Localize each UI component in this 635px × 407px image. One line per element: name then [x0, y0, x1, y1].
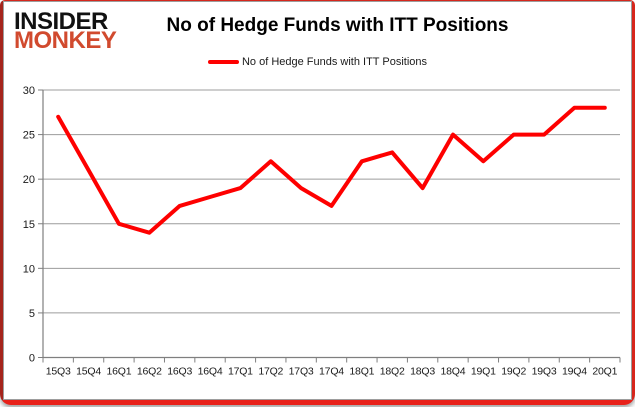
- x-axis-label: 16Q4: [198, 366, 223, 378]
- x-axis-label: 17Q3: [289, 366, 314, 378]
- plot-svg: 0 5 10 15 20 25 30 15Q3 15Q4 16Q1 16Q2 16Q3 16Q4 17Q1…: [4, 2, 635, 407]
- y-axis-label: 15: [23, 219, 35, 231]
- x-axis-label: 19Q4: [562, 366, 587, 378]
- x-axis-label: 19Q2: [501, 366, 526, 378]
- x-axis-label: 18Q2: [380, 366, 405, 378]
- data-line: [58, 108, 605, 233]
- x-axis-label: 17Q4: [319, 366, 344, 378]
- y-axis-label: 5: [29, 308, 35, 320]
- x-axis-label: 19Q1: [471, 366, 496, 378]
- x-axis-label: 16Q2: [137, 366, 162, 378]
- x-axis-label: 17Q2: [258, 366, 283, 378]
- x-axis-label: 19Q3: [532, 366, 557, 378]
- x-axis-label: 20Q1: [592, 366, 617, 378]
- chart-container: INSIDER MONKEY No of Hedge Funds with IT…: [3, 1, 632, 400]
- x-axis-label: 16Q3: [167, 366, 192, 378]
- x-axis-label: 18Q1: [349, 366, 374, 378]
- y-axis-label: 10: [23, 263, 35, 275]
- x-axis-label: 15Q3: [46, 366, 71, 378]
- y-axis-label: 25: [23, 130, 35, 142]
- y-axis-label: 0: [29, 353, 35, 365]
- x-axis-label: 17Q1: [228, 366, 253, 378]
- x-axis-label: 16Q1: [106, 366, 131, 378]
- y-axis-label: 30: [23, 85, 35, 97]
- y-axis-label: 20: [23, 174, 35, 186]
- x-axis-label: 18Q4: [441, 366, 466, 378]
- x-axis-label: 18Q3: [410, 366, 435, 378]
- x-axis-label: 15Q4: [76, 366, 101, 378]
